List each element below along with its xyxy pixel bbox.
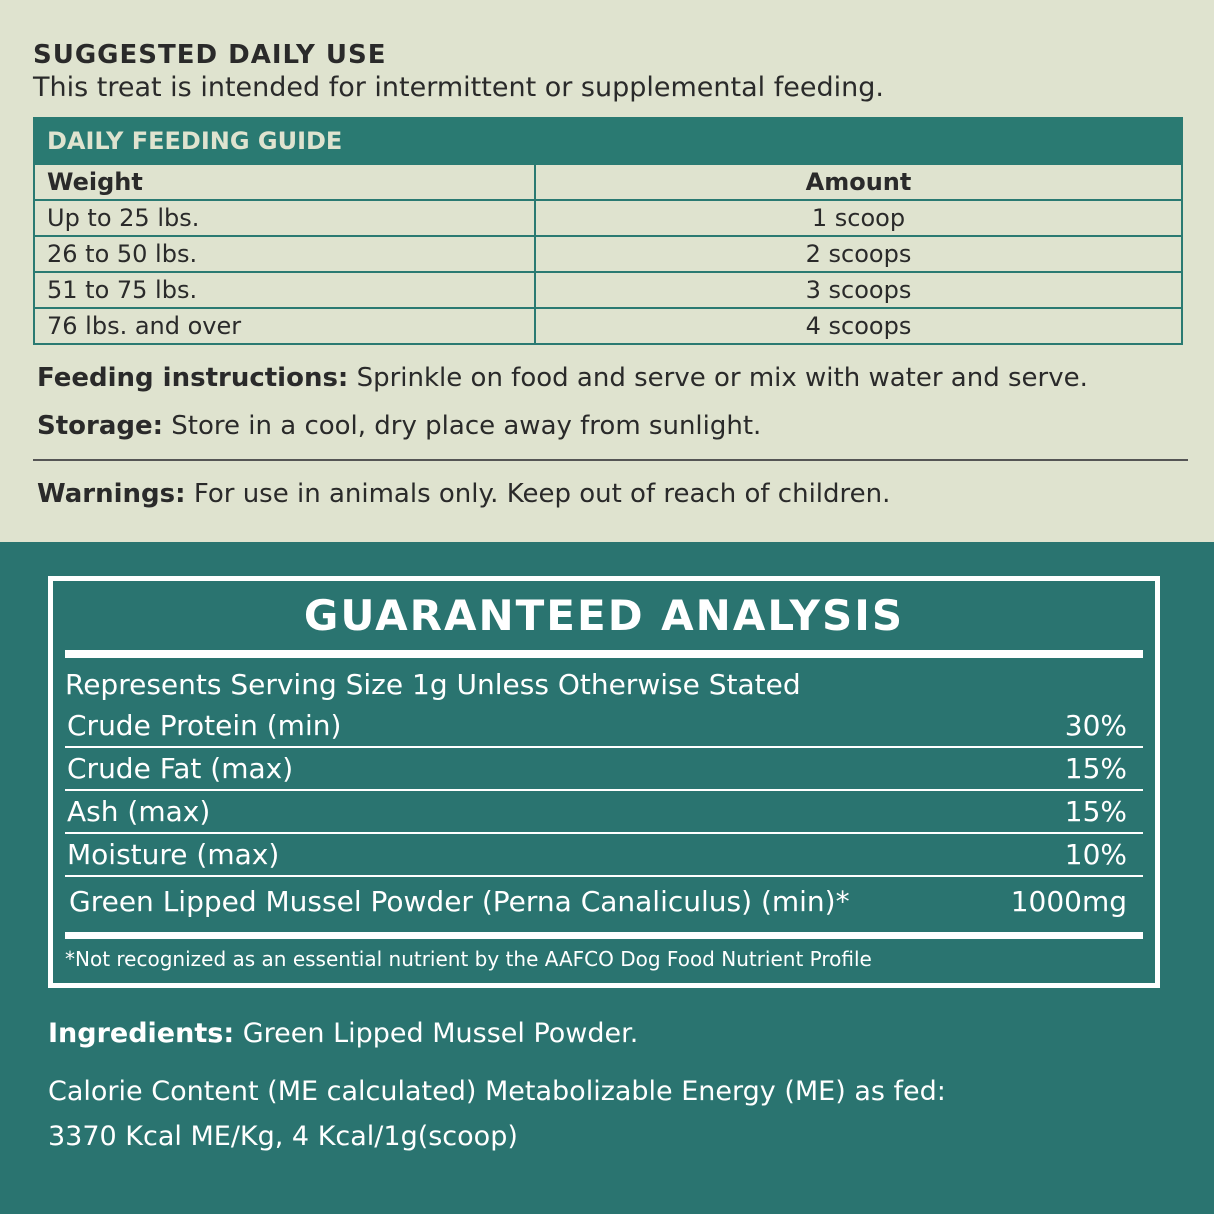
analysis-row: Moisture (max) 10%: [65, 834, 1143, 877]
analysis-row: Crude Fat (max) 15%: [65, 748, 1143, 791]
divider: [33, 459, 1188, 461]
footnote: *Not recognized as an essential nutrient…: [65, 947, 872, 971]
amount: 1 scoop: [534, 199, 1183, 237]
analysis-panel: GUARANTEED ANALYSIS Represents Serving S…: [0, 542, 1214, 1214]
analysis-row: Crude Protein (min) 30%: [65, 705, 1143, 748]
analysis-title: GUARANTEED ANALYSIS: [65, 591, 1143, 658]
analysis-box: GUARANTEED ANALYSIS Represents Serving S…: [48, 576, 1160, 988]
weight: 51 to 75 lbs.: [33, 271, 536, 309]
note: Warnings: For use in animals only. Keep …: [37, 479, 1178, 509]
note-text: Store in a cool, dry place away from sun…: [171, 411, 762, 441]
subheading: This treat is intended for intermittent …: [33, 72, 884, 103]
header: Weight: [33, 163, 536, 201]
table-row: 51 to 75 lbs. 3 scoops: [33, 271, 1183, 309]
header: Amount: [534, 163, 1183, 201]
note-label: Feeding instructions:: [37, 363, 349, 393]
analysis-row: Green Lipped Mussel Powder (Perna Canali…: [65, 877, 1143, 939]
calorie-1: 3370 Kcal ME/Kg, 4 Kcal/1g(scoop): [48, 1121, 518, 1152]
weight: Up to 25 lbs.: [33, 199, 536, 237]
nutrient: Green Lipped Mussel Powder (Perna Canali…: [69, 885, 850, 918]
weight: 76 lbs. and over: [33, 307, 536, 345]
table-row: 26 to 50 lbs. 2 scoops: [33, 235, 1183, 273]
serving: Represents Serving Size 1g Unless Otherw…: [65, 668, 801, 701]
table-title: DAILY FEEDING GUIDE: [34, 118, 1182, 164]
nutrient: Crude Protein (min): [67, 709, 342, 742]
label: Ingredients:: [48, 1018, 235, 1049]
amount: 30%: [1064, 709, 1127, 742]
note-text: Sprinkle on food and serve or mix with w…: [356, 363, 1088, 393]
amount: 3 scoops: [534, 271, 1183, 309]
table-row: Up to 25 lbs. 1 scoop: [33, 199, 1183, 237]
nutrient: Crude Fat (max): [67, 752, 294, 785]
amount: 1000mg: [1010, 885, 1127, 918]
amount: 15%: [1064, 752, 1127, 785]
note: Feeding instructions: Sprinkle on food a…: [37, 363, 1178, 393]
calorie-0: Calorie Content (ME calculated) Metaboli…: [48, 1076, 946, 1107]
heading: SUGGESTED DAILY USE: [33, 40, 387, 70]
nutrient: Ash (max): [67, 795, 211, 828]
table-row: 76 lbs. and over 4 scoops: [33, 307, 1183, 345]
ingredients: Ingredients: Green Lipped Mussel Powder.: [48, 1018, 1214, 1049]
note-label: Warnings:: [37, 479, 186, 509]
amount: 2 scoops: [534, 235, 1183, 273]
weight: 26 to 50 lbs.: [33, 235, 536, 273]
note-label: Storage:: [37, 411, 164, 441]
note-text: For use in animals only. Keep out of rea…: [193, 479, 891, 509]
note: Storage: Store in a cool, dry place away…: [37, 411, 1178, 441]
nutrient: Moisture (max): [67, 838, 280, 871]
feeding-table: DAILY FEEDING GUIDE Weight Amount Up to 2…: [33, 117, 1183, 345]
analysis-row: Ash (max) 15%: [65, 791, 1143, 834]
text: Green Lipped Mussel Powder.: [242, 1018, 639, 1049]
amount: 10%: [1064, 838, 1127, 871]
amount: 4 scoops: [534, 307, 1183, 345]
usage-panel: SUGGESTED DAILY USE This treat is intend…: [0, 0, 1214, 542]
amount: 15%: [1064, 795, 1127, 828]
